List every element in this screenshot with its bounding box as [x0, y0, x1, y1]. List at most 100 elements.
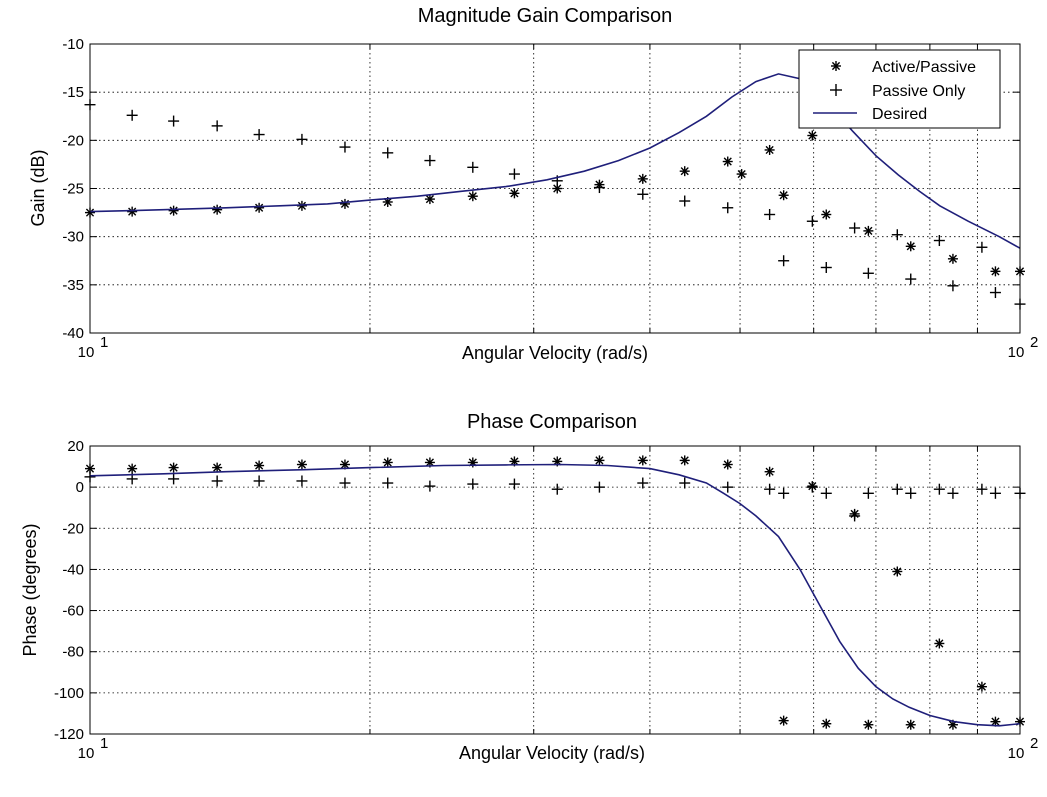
active-passive-point	[863, 225, 874, 236]
passive-only-point	[637, 188, 649, 200]
phase-ylabel: Phase (degrees)	[20, 523, 40, 656]
active-passive-point	[976, 681, 987, 692]
y-tick-label: -60	[62, 603, 84, 620]
passive-only-point	[891, 483, 903, 495]
y-tick-label: -100	[54, 685, 84, 702]
y-tick-label: -40	[62, 561, 84, 578]
passive-only-point	[467, 478, 479, 490]
passive-only-point	[382, 477, 394, 489]
active-passive-point	[990, 266, 1001, 277]
passive-only-point	[211, 475, 223, 487]
active-passive-point	[722, 459, 733, 470]
y-tick-label: -40	[62, 325, 84, 342]
passive-only-point	[778, 487, 790, 499]
y-tick-label: -80	[62, 644, 84, 661]
passive-only-point	[820, 261, 832, 273]
active-passive-point	[212, 462, 223, 473]
passive-only-point	[424, 480, 436, 492]
passive-only-point	[862, 487, 874, 499]
passive-only-point	[989, 487, 1001, 499]
active-passive-point	[127, 206, 138, 217]
passive-only-point	[296, 133, 308, 145]
magnitude-plot: Magnitude Gain Comparison -10 -15 -20 -25 -3…	[28, 5, 1038, 363]
active-passive-point	[127, 463, 138, 474]
magnitude-ylabel: Gain (dB)	[28, 149, 48, 226]
desired-series-line	[89, 463, 1021, 727]
active-passive-point	[168, 205, 179, 216]
passive-only-point	[211, 120, 223, 132]
active-passive-point	[509, 188, 520, 199]
phase-plot-title: Phase Comparison	[467, 411, 637, 433]
active-passive-point	[990, 716, 1001, 727]
y-tick-label: -10	[62, 36, 84, 53]
passive-only-point	[508, 478, 520, 490]
x-tick-exponent: 1	[100, 334, 108, 351]
active-passive-point	[905, 241, 916, 252]
active-passive-point	[254, 202, 265, 213]
y-tick-label: 20	[67, 438, 84, 455]
x-tick-label: 10	[78, 344, 95, 361]
passive-only-point	[593, 182, 605, 194]
x-tick-exponent: 2	[1030, 334, 1038, 351]
passive-only-point	[126, 109, 138, 121]
x-tick-exponent: 2	[1030, 735, 1038, 752]
passive-only-point	[905, 487, 917, 499]
active-passive-point	[764, 144, 775, 155]
active-passive-point	[778, 715, 789, 726]
passive-only-point	[891, 229, 903, 241]
active-passive-point	[382, 457, 393, 468]
active-passive-point	[905, 719, 916, 730]
passive-only-point	[637, 477, 649, 489]
passive-only-point	[508, 168, 520, 180]
passive-only-point	[551, 483, 563, 495]
legend-label-passive-only: Passive Only	[872, 83, 965, 100]
passive-only-point	[947, 487, 959, 499]
active-passive-point	[736, 169, 747, 180]
passive-only-point	[679, 195, 691, 207]
active-passive-point	[722, 156, 733, 167]
active-passive-point	[934, 638, 945, 649]
active-passive-point	[679, 455, 690, 466]
y-tick-label: -35	[62, 277, 84, 294]
legend: Active/Passive Passive Only Desired	[798, 49, 1001, 129]
active-passive-point	[764, 466, 775, 477]
passive-only-point	[947, 280, 959, 292]
active-passive-point	[296, 459, 307, 470]
passive-only-point	[806, 481, 818, 493]
passive-only-point	[253, 475, 265, 487]
passive-only-point	[905, 273, 917, 285]
passive-only-point	[849, 222, 861, 234]
passive-only-point	[296, 475, 308, 487]
passive-only-point	[933, 483, 945, 495]
passive-only-point	[976, 241, 988, 253]
passive-only-point	[820, 487, 832, 499]
active-passive-point	[467, 191, 478, 202]
passive-only-point	[253, 129, 265, 141]
passive-only-point	[764, 209, 776, 221]
active-passive-point	[637, 455, 648, 466]
x-tick-label: 10	[1008, 344, 1025, 361]
passive-only-point	[382, 147, 394, 159]
passive-only-point	[806, 215, 818, 227]
legend-asterisk-mark	[831, 61, 841, 71]
phase-ticks: 20 0 -20 -40 -60 -80 -100 -120 10 1 10 2	[54, 438, 1038, 762]
desired-series-line	[89, 73, 1021, 249]
active-passive-point	[863, 719, 874, 730]
legend-plus-mark	[830, 84, 842, 96]
x-tick-label: 10	[1008, 745, 1025, 762]
legend-label-active-passive: Active/Passive	[872, 59, 976, 76]
passive-only-point	[778, 255, 790, 267]
passive-only-point	[339, 477, 351, 489]
passive-only-point	[467, 161, 479, 173]
passive-only-point	[933, 235, 945, 247]
active-passive-point	[821, 209, 832, 220]
passive-only-point	[722, 481, 734, 493]
active-passive-point	[339, 198, 350, 209]
active-passive-point	[892, 566, 903, 577]
active-passive-point	[679, 166, 690, 177]
passive-only-point	[168, 115, 180, 127]
legend-label-desired: Desired	[872, 106, 927, 123]
active-passive-point	[424, 194, 435, 205]
active-passive-point	[947, 253, 958, 264]
